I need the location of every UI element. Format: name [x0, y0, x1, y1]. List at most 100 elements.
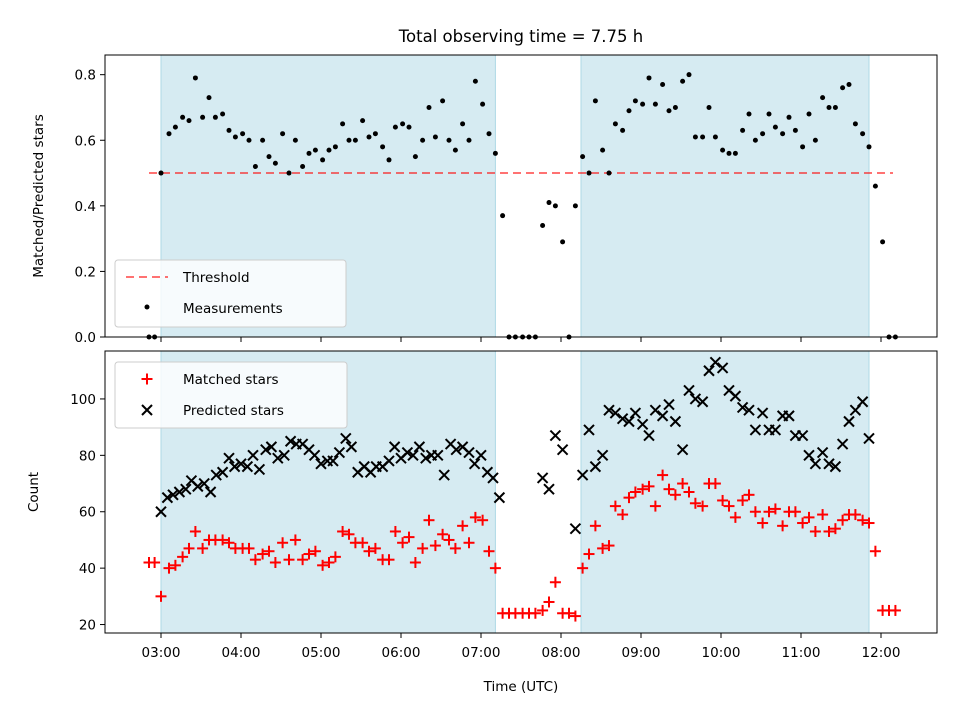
x-stroke-2 [284, 435, 297, 447]
matched-star-point [169, 559, 181, 571]
predicted-star-point [247, 449, 259, 462]
measurement-point [632, 98, 638, 104]
predicted-star-point [340, 432, 352, 445]
measurement-point [332, 144, 338, 150]
predicted-star-point [253, 463, 266, 476]
matched-star-point [417, 542, 429, 554]
measurement-point [726, 150, 732, 156]
predicted-star-point [438, 469, 450, 481]
measurement-point [792, 127, 798, 133]
matched-star-point [629, 486, 641, 498]
x-stroke-2 [676, 443, 689, 456]
matched-star-point [397, 537, 409, 549]
x-tick-label: 10:00 [702, 645, 741, 661]
measurement-point [420, 137, 426, 143]
predicted-star-point [192, 480, 204, 493]
bottom-axes-frame [104, 350, 938, 634]
matched-star-point [669, 489, 681, 501]
matched-star-point [863, 517, 875, 529]
measurement-point [606, 170, 612, 176]
x-stroke-2 [155, 506, 167, 518]
x-stroke-2 [260, 443, 272, 456]
measurement-point [686, 72, 692, 78]
x-stroke-2 [296, 438, 309, 450]
x-stroke-2 [636, 418, 649, 431]
predicted-stars-points [155, 356, 875, 535]
measurement-point [240, 131, 246, 137]
x-stroke-2 [723, 384, 735, 397]
measurement-point [380, 144, 386, 150]
x-stroke-2 [383, 455, 395, 467]
predicted-star-point [729, 390, 742, 402]
matched-star-point [643, 480, 655, 492]
matched-star-point [249, 554, 261, 566]
measurement-point [772, 124, 778, 130]
matched-star-point [257, 548, 269, 560]
matched-star-point [303, 548, 315, 560]
x-stroke-2 [689, 393, 702, 405]
matched-star-point [563, 607, 575, 619]
measurement-point [880, 239, 886, 245]
x-stroke-2 [616, 412, 629, 425]
matched-star-point [823, 525, 835, 537]
x-tick-label: 12:00 [862, 645, 901, 661]
x-tick-label: 11:00 [782, 645, 821, 661]
x-stroke-2 [192, 480, 204, 493]
measurement-point [800, 144, 806, 150]
measurement-point [872, 183, 878, 189]
x-stroke-2 [823, 458, 835, 470]
measurement-point [252, 163, 258, 169]
predicted-star-point [676, 443, 689, 456]
measurement-point [540, 223, 546, 229]
x-stroke-2 [583, 424, 595, 436]
predicted-star-point [463, 446, 475, 459]
predicted-star-point [609, 407, 622, 419]
x-stroke-2 [413, 441, 426, 453]
predicted-star-point [235, 458, 247, 470]
measurement-point [852, 121, 858, 127]
predicted-star-point [388, 441, 401, 453]
predicted-star-point [616, 412, 629, 425]
y-tick-label: 0.8 [75, 68, 96, 84]
measurement-point [866, 144, 872, 150]
x-stroke-2 [272, 452, 284, 464]
x-stroke-2 [656, 410, 669, 422]
measurement-point [740, 127, 746, 133]
x-stroke-2 [663, 398, 675, 411]
predicted-star-point [569, 522, 582, 535]
predicted-star-point [769, 424, 782, 436]
matched-star-point [603, 540, 615, 552]
matched-star-point [737, 494, 749, 506]
predicted-star-point [468, 458, 481, 470]
measurement-point [286, 170, 292, 176]
y-tick-label: 0.2 [75, 264, 96, 280]
measurement-point [306, 150, 312, 156]
measurement-point [846, 82, 852, 88]
x-stroke-2 [487, 472, 499, 484]
measurement-point [412, 154, 418, 160]
x-stroke-2 [576, 469, 589, 481]
predicted-star-point [696, 396, 709, 408]
matched-star-point [155, 590, 167, 602]
chart-title: Total observing time = 7.75 h [398, 27, 643, 46]
matched-stars-points [143, 469, 901, 622]
measurement-point [426, 104, 432, 110]
measurement-point [446, 137, 452, 143]
measurement-point [652, 101, 658, 107]
predicted-star-point [669, 415, 682, 428]
predicted-star-point [407, 449, 419, 462]
matched-star-point [483, 545, 495, 557]
matched-star-point [243, 542, 255, 554]
measurement-point [440, 98, 446, 104]
measurement-point [592, 98, 598, 104]
measurement-point [692, 134, 698, 140]
measurement-point [766, 111, 772, 117]
matched-star-point [583, 548, 595, 560]
predicted-star-point [155, 506, 167, 518]
matched-star-point [403, 531, 415, 543]
predicted-star-point [663, 398, 675, 411]
predicted-star-point [487, 472, 499, 484]
x-stroke-2 [589, 460, 602, 473]
measurement-point [320, 157, 326, 163]
x-stroke-2 [649, 404, 662, 416]
